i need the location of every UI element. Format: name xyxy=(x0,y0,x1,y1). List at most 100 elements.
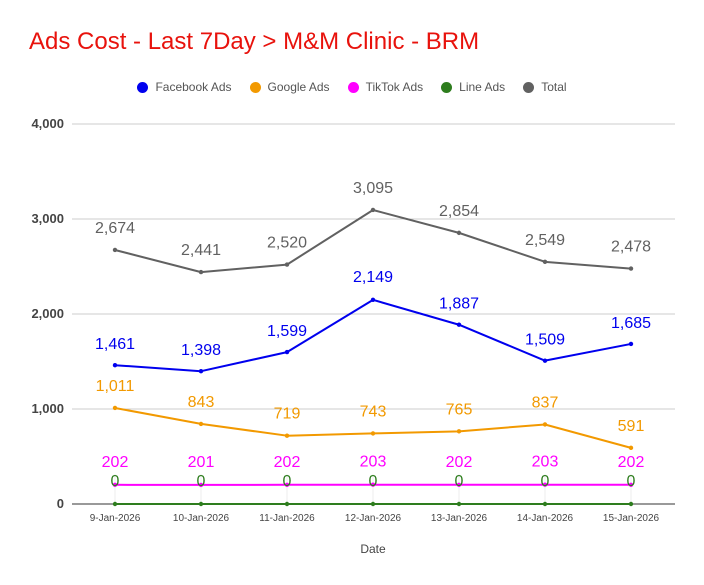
x-tick-label: 9-Jan-2026 xyxy=(90,513,141,524)
data-point-total xyxy=(198,269,204,275)
data-point-google-ads xyxy=(198,421,204,427)
data-label-google-ads: 743 xyxy=(360,403,387,420)
data-point-google-ads xyxy=(542,422,548,427)
data-label-tiktok-ads: 202 xyxy=(446,454,473,471)
data-label-tiktok-ads: 202 xyxy=(618,454,645,471)
legend-item-line-ads[interactable]: Line Ads xyxy=(441,80,505,94)
y-tick-label: 0 xyxy=(57,496,64,511)
data-label-line-ads: 0 xyxy=(369,473,378,490)
chart-title: Ads Cost - Last 7Day > M&M Clinic - BRM xyxy=(29,28,480,55)
data-point-google-ads xyxy=(112,405,118,411)
data-label-google-ads: 1,011 xyxy=(96,378,135,395)
data-label-total: 3,095 xyxy=(353,180,393,197)
legend-label-tiktok-ads: TikTok Ads xyxy=(365,80,424,94)
data-point-google-ads xyxy=(628,445,634,451)
data-labels: 1,461 1,398 1,599 2,149 1,887 1,509 1,685 1,011… xyxy=(95,180,651,490)
data-label-google-ads: 837 xyxy=(532,394,559,411)
data-point-total xyxy=(370,207,376,213)
data-point-line-ads xyxy=(542,501,548,507)
legend-item-tiktok-ads[interactable]: TikTok Ads xyxy=(347,80,424,94)
data-label-total: 2,520 xyxy=(267,235,307,252)
data-label-tiktok-ads: 203 xyxy=(360,454,387,471)
data-label-facebook-ads: 1,398 xyxy=(181,342,221,359)
legend-label-facebook-ads: Facebook Ads xyxy=(155,80,232,94)
data-label-total: 2,674 xyxy=(95,220,135,237)
data-point-tiktok-ads xyxy=(628,482,634,488)
y-axis-ticks: 0 1,000 2,000 3,000 4,000 xyxy=(31,116,64,511)
y-tick-label: 3,000 xyxy=(31,211,64,226)
data-point-google-ads xyxy=(370,431,376,436)
legend-item-total[interactable]: Total xyxy=(523,80,567,94)
data-point-tiktok-ads xyxy=(112,482,118,488)
series-group xyxy=(112,207,634,507)
legend: Facebook Ads Google Ads TikTok Ads Line … xyxy=(0,80,704,94)
x-axis-ticks: 9-Jan-2026 10-Jan-2026 11-Jan-2026 12-Jan-2… xyxy=(90,513,660,524)
data-point-tiktok-ads xyxy=(456,482,462,488)
data-label-total: 2,549 xyxy=(525,232,565,249)
data-label-line-ads: 0 xyxy=(197,473,206,490)
data-point-total xyxy=(112,247,118,253)
legend-label-line-ads: Line Ads xyxy=(459,80,506,94)
x-tick-label: 12-Jan-2026 xyxy=(345,513,402,524)
data-point-tiktok-ads xyxy=(542,482,548,487)
data-point-line-ads xyxy=(456,501,462,507)
legend-swatch-total xyxy=(523,81,535,93)
data-point-tiktok-ads xyxy=(370,482,376,487)
data-label-line-ads: 0 xyxy=(111,473,120,490)
data-label-google-ads: 843 xyxy=(188,394,215,411)
data-label-total: 2,478 xyxy=(611,239,651,256)
data-label-line-ads: 0 xyxy=(541,473,550,490)
data-label-line-ads: 0 xyxy=(455,473,464,490)
data-point-facebook-ads xyxy=(456,322,462,327)
data-point-line-ads xyxy=(284,501,290,507)
data-point-total xyxy=(628,266,634,271)
data-point-total xyxy=(284,262,290,267)
legend-swatch-google-ads xyxy=(249,81,261,93)
legend-swatch-facebook-ads xyxy=(137,81,149,93)
data-label-facebook-ads: 2,149 xyxy=(353,269,393,286)
data-label-total: 2,441 xyxy=(181,242,221,259)
x-tick-label: 14-Jan-2026 xyxy=(517,513,574,524)
data-label-facebook-ads: 1,599 xyxy=(267,323,307,340)
data-point-line-ads xyxy=(370,501,376,507)
x-tick-label: 10-Jan-2026 xyxy=(173,513,230,524)
data-label-google-ads: 719 xyxy=(274,406,301,423)
data-point-facebook-ads xyxy=(112,363,118,368)
x-tick-label: 11-Jan-2026 xyxy=(259,513,315,524)
data-label-google-ads: 591 xyxy=(618,418,645,435)
data-point-tiktok-ads xyxy=(284,482,290,488)
data-point-line-ads xyxy=(198,501,204,507)
data-label-tiktok-ads: 201 xyxy=(188,454,215,471)
data-point-google-ads xyxy=(284,433,290,438)
data-point-total xyxy=(542,259,548,265)
y-tick-label: 1,000 xyxy=(31,401,64,416)
data-label-line-ads: 0 xyxy=(283,473,292,490)
data-label-facebook-ads: 1,461 xyxy=(95,336,135,353)
data-point-facebook-ads xyxy=(542,358,548,363)
legend-item-facebook-ads[interactable]: Facebook Ads xyxy=(137,80,232,94)
data-label-total: 2,854 xyxy=(439,203,479,220)
x-tick-label: 13-Jan-2026 xyxy=(431,513,488,524)
legend-swatch-line-ads xyxy=(441,81,453,93)
y-tick-label: 2,000 xyxy=(31,306,64,321)
data-label-tiktok-ads: 203 xyxy=(532,454,559,471)
data-point-line-ads xyxy=(628,501,634,507)
x-tick-label: 15-Jan-2026 xyxy=(603,513,660,524)
legend-label-total: Total xyxy=(541,80,567,94)
legend-swatch-tiktok-ads xyxy=(347,81,359,93)
x-axis-label: Date xyxy=(360,542,386,556)
data-point-total xyxy=(456,230,462,236)
data-label-line-ads: 0 xyxy=(627,473,636,490)
data-point-google-ads xyxy=(456,429,462,434)
data-point-tiktok-ads xyxy=(198,482,204,488)
data-label-facebook-ads: 1,887 xyxy=(439,296,479,313)
data-point-facebook-ads xyxy=(198,368,204,374)
data-label-facebook-ads: 1,509 xyxy=(525,332,565,349)
data-label-tiktok-ads: 202 xyxy=(274,454,301,471)
data-label-facebook-ads: 1,685 xyxy=(611,315,651,332)
data-label-tiktok-ads: 202 xyxy=(102,454,129,471)
data-point-line-ads xyxy=(112,501,118,507)
legend-item-google-ads[interactable]: Google Ads xyxy=(249,80,330,94)
data-point-facebook-ads xyxy=(284,349,290,355)
